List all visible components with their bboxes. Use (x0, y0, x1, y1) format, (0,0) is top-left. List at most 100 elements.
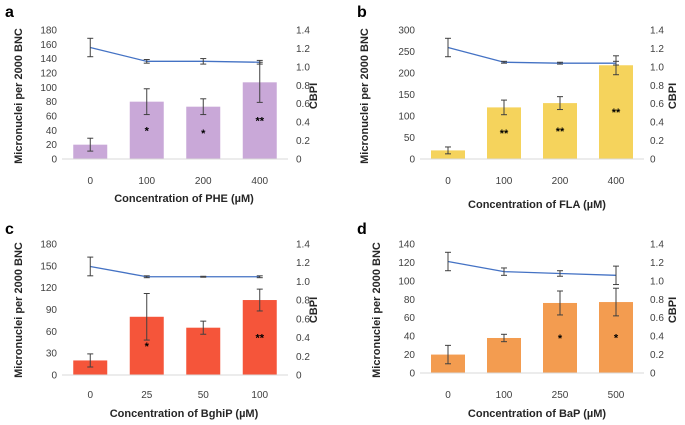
y-tick-label: 120 (398, 258, 415, 269)
cbpi-line (447, 260, 617, 276)
y2-tick-label: 0.4 (296, 333, 310, 344)
y2-tick-label: 0.4 (650, 332, 664, 343)
x-tick-label: 400 (608, 176, 625, 187)
y-tick-label: 20 (404, 350, 416, 361)
y-tick-label: 120 (40, 283, 57, 294)
y2-tick-label: 1.0 (650, 276, 664, 287)
y2-tick-label: 0.2 (650, 136, 664, 147)
y-axis-label: Micronuclei per 2000 BNC (371, 242, 383, 378)
y2-tick-label: 0.2 (650, 350, 664, 361)
significance-marker: * (614, 333, 619, 345)
significance-marker: ** (500, 128, 509, 140)
y-tick-label: 60 (46, 112, 58, 123)
bar (73, 360, 108, 375)
y2-tick-label: 0.6 (296, 314, 310, 325)
y-tick-label: 250 (398, 47, 415, 58)
y-tick-label: 20 (46, 140, 58, 151)
y2-tick-label: 0.4 (296, 118, 310, 129)
x-axis-label: Concentration of PHE (µM) (114, 193, 254, 205)
bar (599, 65, 633, 159)
x-tick-label: 100 (496, 176, 513, 187)
y2-tick-label: 0.8 (650, 295, 664, 306)
x-tick-label: 100 (496, 390, 513, 401)
y-tick-label: 150 (40, 261, 57, 272)
bar (186, 327, 221, 375)
y-tick-label: 0 (51, 155, 57, 166)
y-tick-label: 0 (409, 369, 415, 380)
bar (242, 300, 277, 375)
y2-tick-label: 0.8 (650, 81, 664, 92)
y2-axis-label: CBPI (308, 297, 320, 323)
y-tick-label: 60 (46, 327, 58, 338)
y2-tick-label: 1.4 (650, 240, 664, 251)
significance-marker: * (558, 333, 563, 345)
y2-tick-label: 1.4 (650, 26, 664, 37)
y2-tick-label: 1.4 (296, 26, 310, 37)
y2-tick-label: 0 (296, 371, 302, 382)
bar (431, 150, 465, 159)
y-tick-label: 0 (51, 371, 57, 382)
significance-marker: ** (556, 126, 565, 138)
y-tick-label: 180 (40, 26, 57, 37)
y2-axis-label: CBPI (667, 83, 679, 109)
y-axis-label: Micronuclei per 2000 BNC (13, 28, 25, 164)
significance-marker: * (201, 128, 206, 140)
y2-tick-label: 0.2 (296, 352, 310, 363)
y2-tick-label: 0 (296, 155, 302, 166)
y-tick-label: 0 (409, 155, 415, 166)
y-axis-label: Micronuclei per 2000 BNC (13, 242, 25, 378)
x-tick-label: 50 (198, 390, 210, 401)
y2-tick-label: 1.2 (650, 44, 664, 55)
significance-marker: * (145, 125, 150, 137)
x-tick-label: 500 (608, 390, 625, 401)
panel-b: b Micronuclei per 2000 BNC CBPI Concentr… (357, 4, 679, 211)
x-tick-label: 25 (141, 390, 153, 401)
y-tick-label: 180 (40, 240, 57, 251)
y-tick-label: 40 (404, 332, 416, 343)
y-tick-label: 160 (40, 40, 57, 51)
y-tick-label: 140 (40, 54, 57, 65)
bar (487, 337, 521, 373)
y-tick-label: 300 (398, 26, 415, 37)
panel-letter: c (5, 221, 14, 238)
y2-tick-label: 1.0 (296, 62, 310, 73)
y2-tick-label: 0.6 (296, 99, 310, 110)
panel-letter: d (357, 221, 367, 238)
x-axis-label: Concentration of FLA (µM) (468, 199, 606, 211)
x-tick-label: 0 (445, 176, 451, 187)
y-tick-label: 100 (40, 83, 57, 94)
y2-tick-label: 0.6 (650, 99, 664, 110)
panel-c: c Micronuclei per 2000 BNC CBPI Concentr… (5, 221, 320, 420)
x-tick-label: 0 (87, 176, 93, 187)
y2-tick-label: 1.4 (296, 240, 310, 251)
significance-marker: ** (255, 333, 264, 345)
y-tick-label: 140 (398, 240, 415, 251)
y2-tick-label: 0.8 (296, 296, 310, 307)
significance-marker: * (145, 341, 150, 353)
y2-tick-label: 0 (650, 155, 656, 166)
panel-a: a Micronuclei per 2000 BNC CBPI Concentr… (5, 4, 320, 205)
y-tick-label: 80 (46, 97, 58, 108)
y-tick-label: 40 (46, 126, 58, 137)
y-tick-label: 100 (398, 276, 415, 287)
x-tick-label: 200 (552, 176, 569, 187)
y-tick-label: 100 (398, 112, 415, 123)
y2-tick-label: 1.2 (296, 44, 310, 55)
bar (186, 106, 221, 159)
x-tick-label: 400 (251, 176, 268, 187)
x-axis-label: Concentration of BaP (µM) (468, 408, 606, 420)
y-tick-label: 150 (398, 90, 415, 101)
x-tick-label: 100 (251, 390, 268, 401)
y2-tick-label: 1.2 (296, 258, 310, 269)
y2-tick-label: 0.2 (296, 136, 310, 147)
y-tick-label: 200 (398, 69, 415, 80)
y2-tick-label: 1.2 (650, 258, 664, 269)
y-tick-label: 50 (404, 133, 416, 144)
y2-tick-label: 0.8 (296, 81, 310, 92)
x-tick-label: 200 (195, 176, 212, 187)
y-axis-label: Micronuclei per 2000 BNC (359, 28, 371, 164)
y2-tick-label: 1.0 (650, 62, 664, 73)
bar (543, 103, 577, 159)
y2-axis-label: CBPI (667, 297, 679, 323)
